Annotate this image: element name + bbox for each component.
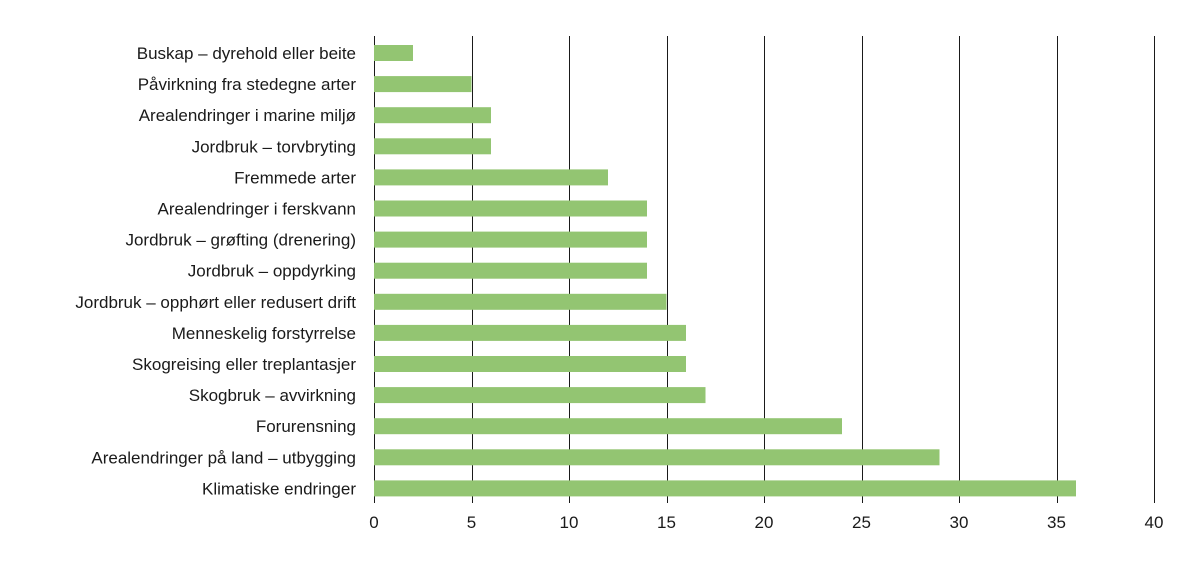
category-label: Skogreising eller treplantasjer (132, 355, 356, 374)
x-tick-label: 0 (369, 513, 378, 532)
category-label: Fremmede arter (234, 168, 356, 187)
category-label: Arealendringer i ferskvann (158, 200, 356, 219)
bar (374, 356, 686, 372)
bar (374, 200, 647, 217)
bar (374, 387, 706, 404)
x-tick-labels: 0 5 10 15 20 25 30 35 40 (369, 513, 1163, 532)
bar (374, 76, 472, 93)
category-label: Jordbruk – grøfting (drenering) (125, 231, 356, 250)
category-label: Påvirkning fra stedegne arter (138, 75, 357, 94)
category-label: Jordbruk – oppdyrking (188, 262, 356, 281)
bar (374, 480, 1076, 497)
category-label: Klimatiske endringer (202, 479, 356, 498)
x-tick-label: 40 (1145, 513, 1164, 532)
bar (374, 138, 491, 155)
x-tick-label: 10 (560, 513, 579, 532)
bar (374, 45, 413, 61)
bar (374, 262, 647, 279)
category-label: Jordbruk – opphørt eller redusert drift (75, 293, 356, 312)
bar (374, 449, 940, 466)
category-label: Forurensning (256, 417, 356, 436)
x-tick-label: 5 (467, 513, 476, 532)
category-label: Menneskelig forstyrrelse (172, 324, 356, 343)
bar (374, 169, 608, 186)
bar (374, 231, 647, 248)
x-tick-label: 20 (755, 513, 774, 532)
bars (374, 45, 1076, 497)
category-label: Arealendringer i marine miljø (139, 106, 356, 125)
bar (374, 418, 842, 435)
bar (374, 107, 491, 124)
bar (374, 293, 667, 310)
bar (374, 324, 686, 341)
category-label: Jordbruk – torvbryting (192, 137, 356, 156)
x-tick-label: 30 (950, 513, 969, 532)
category-label: Arealendringer på land – utbygging (91, 448, 356, 467)
category-labels: Buskap – dyrehold eller beite Påvirkning … (75, 44, 356, 498)
x-tick-label: 15 (657, 513, 676, 532)
category-label: Buskap – dyrehold eller beite (137, 44, 356, 63)
x-tick-label: 25 (852, 513, 871, 532)
category-label: Skogbruk – avvirkning (189, 386, 356, 405)
x-tick-label: 35 (1047, 513, 1066, 532)
